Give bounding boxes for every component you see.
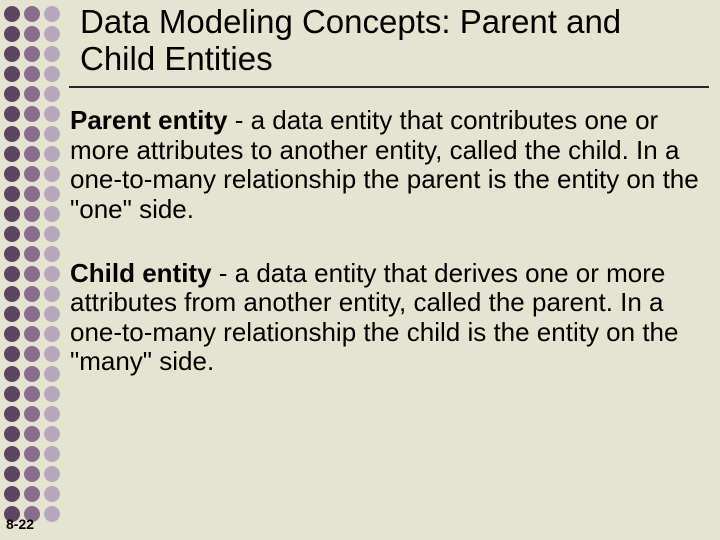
decorative-dot [44, 366, 60, 382]
decorative-dot [24, 126, 40, 142]
title-underline [69, 86, 709, 88]
decorative-dot [4, 266, 20, 282]
decorative-dot [4, 346, 20, 362]
decorative-dot [44, 206, 60, 222]
decorative-dot [24, 406, 40, 422]
decorative-dot [44, 326, 60, 342]
term-child-entity: Child entity [70, 258, 212, 288]
decorative-dot [24, 346, 40, 362]
decorative-dot [44, 66, 60, 82]
decorative-dot [4, 246, 20, 262]
decorative-dot [24, 46, 40, 62]
decorative-dot [4, 386, 20, 402]
decorative-dot [44, 466, 60, 482]
slide-body: Parent entity - a data entity that contr… [70, 106, 702, 377]
decorative-dot [4, 6, 20, 22]
definition-parent-entity: Parent entity - a data entity that contr… [70, 106, 702, 225]
slide: Data Modeling Concepts: Parent and Child… [0, 0, 720, 540]
decorative-dot [4, 426, 20, 442]
decorative-dot [44, 406, 60, 422]
decorative-dot [44, 106, 60, 122]
decorative-dot [24, 106, 40, 122]
decorative-dot-column [0, 0, 68, 540]
decorative-dot [24, 186, 40, 202]
decorative-dot [24, 206, 40, 222]
decorative-dot [44, 126, 60, 142]
decorative-dot [24, 26, 40, 42]
decorative-dot [44, 386, 60, 402]
decorative-dot [4, 186, 20, 202]
decorative-dot [44, 26, 60, 42]
decorative-dot [24, 86, 40, 102]
decorative-dot [44, 286, 60, 302]
decorative-dot [4, 126, 20, 142]
decorative-dot [4, 146, 20, 162]
decorative-dot [44, 186, 60, 202]
decorative-dot [4, 226, 20, 242]
decorative-dot [24, 166, 40, 182]
decorative-dot [24, 486, 40, 502]
decorative-dot [24, 66, 40, 82]
page-number: 8-22 [6, 516, 34, 532]
decorative-dot [44, 266, 60, 282]
decorative-dot [4, 166, 20, 182]
term-parent-entity: Parent entity [70, 105, 228, 135]
decorative-dot [44, 226, 60, 242]
decorative-dot [4, 206, 20, 222]
decorative-dot [24, 266, 40, 282]
decorative-dot [44, 446, 60, 462]
decorative-dot [44, 486, 60, 502]
decorative-dot [24, 286, 40, 302]
decorative-dot [4, 46, 20, 62]
decorative-dot [44, 426, 60, 442]
decorative-dot [44, 86, 60, 102]
decorative-dot [44, 166, 60, 182]
decorative-dot [24, 6, 40, 22]
decorative-dot [24, 366, 40, 382]
decorative-dot [44, 506, 60, 522]
decorative-dot [4, 286, 20, 302]
decorative-dot [4, 446, 20, 462]
slide-title: Data Modeling Concepts: Parent and Child… [80, 4, 700, 78]
decorative-dot [44, 6, 60, 22]
decorative-dot [24, 246, 40, 262]
decorative-dot [44, 346, 60, 362]
decorative-dot [24, 326, 40, 342]
decorative-dot [4, 406, 20, 422]
decorative-dot [4, 86, 20, 102]
decorative-dot [4, 26, 20, 42]
decorative-dot [44, 46, 60, 62]
decorative-dot [24, 386, 40, 402]
decorative-dot [4, 326, 20, 342]
decorative-dot [4, 486, 20, 502]
decorative-dot [24, 226, 40, 242]
decorative-dot [4, 306, 20, 322]
decorative-dot [4, 366, 20, 382]
definition-child-entity: Child entity - a data entity that derive… [70, 259, 702, 378]
decorative-dot [24, 426, 40, 442]
decorative-dot [4, 106, 20, 122]
decorative-dot [44, 146, 60, 162]
decorative-dot [24, 466, 40, 482]
decorative-dot [44, 246, 60, 262]
decorative-dot [24, 306, 40, 322]
decorative-dot [4, 466, 20, 482]
decorative-dot [4, 66, 20, 82]
decorative-dot [24, 146, 40, 162]
decorative-dot [44, 306, 60, 322]
decorative-dot [24, 446, 40, 462]
